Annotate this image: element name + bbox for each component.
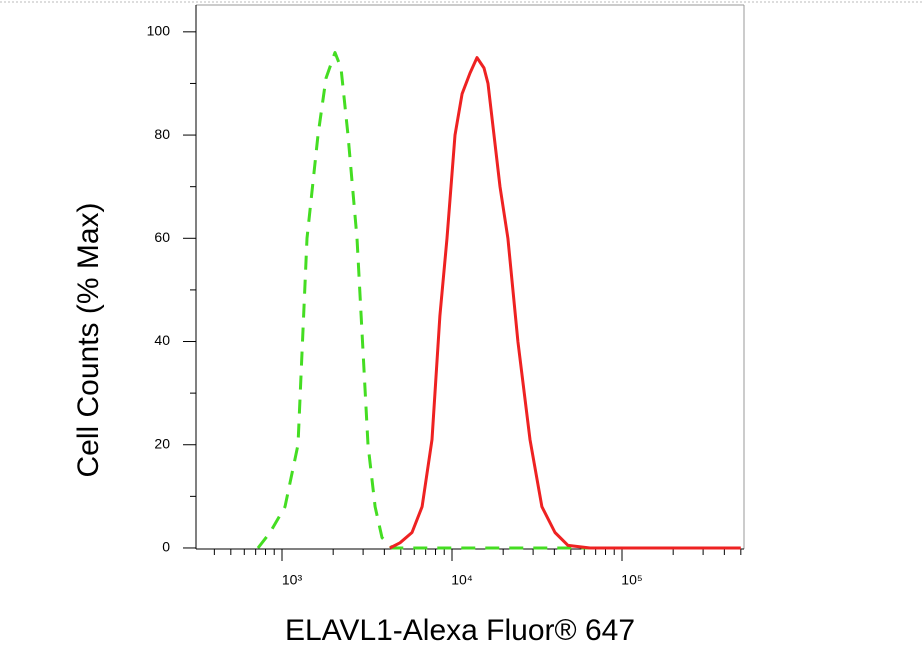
y-tick-label: 80 (154, 126, 170, 142)
series-line (256, 51, 741, 550)
y-tick-label: 0 (162, 539, 170, 555)
y-tick-label: 40 (154, 332, 170, 348)
x-axis-label: ELAVL1-Alexa Fluor® 647 (285, 614, 635, 647)
x-tick-label: 10³ (282, 572, 303, 588)
y-tick-label: 60 (154, 229, 170, 245)
y-tick-label: 20 (154, 435, 170, 451)
x-tick-label: 10⁵ (621, 572, 642, 588)
series-line (389, 56, 741, 550)
x-tick-label: 10⁴ (451, 572, 473, 588)
y-axis-label: Cell Counts (% Max) (72, 202, 105, 477)
y-tick-label: 100 (147, 23, 171, 39)
